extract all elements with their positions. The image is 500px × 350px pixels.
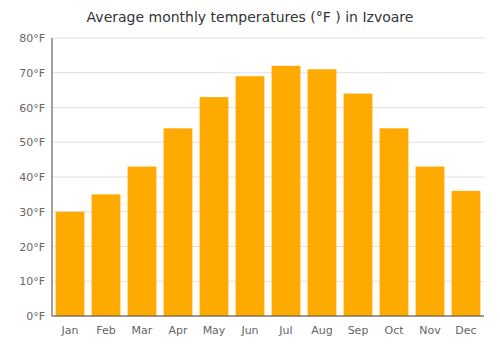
bar <box>92 194 121 316</box>
y-tick-label: 50°F <box>19 136 45 149</box>
x-tick-label: Sep <box>348 324 369 337</box>
bar <box>56 212 85 316</box>
x-tick-label: Feb <box>96 324 115 337</box>
x-tick-label: Jun <box>240 324 258 337</box>
chart-title: Average monthly temperatures (°F ) in Iz… <box>87 9 414 25</box>
bar <box>416 167 445 316</box>
grid-line <box>52 72 484 73</box>
x-tick-label: Aug <box>311 324 332 337</box>
y-tick-label: 0°F <box>26 310 45 323</box>
bar <box>452 191 481 316</box>
x-tick-label: Mar <box>132 324 153 337</box>
bar <box>344 94 373 316</box>
chart-svg: Average monthly temperatures (°F ) in Iz… <box>0 0 500 350</box>
x-tick-label: Oct <box>384 324 404 337</box>
bar <box>128 167 157 316</box>
x-tick-label: Jul <box>278 324 292 337</box>
x-tick-label: Nov <box>419 324 441 337</box>
y-axis: 0°F 10°F 20°F 30°F 40°F 50°F 60°F 70°F 80°F <box>19 32 45 323</box>
y-tick-label: 20°F <box>19 241 45 254</box>
bar <box>200 97 229 316</box>
x-axis-line <box>52 316 484 317</box>
x-tick-label: Apr <box>168 324 188 337</box>
bars <box>56 66 481 316</box>
bar <box>272 66 301 316</box>
x-tick-label: Dec <box>455 324 476 337</box>
x-axis: Jan Feb Mar Apr May Jun Jul Aug Sep Oct Nov Dec <box>61 324 477 337</box>
bar <box>380 128 409 316</box>
grid-line <box>52 107 484 108</box>
y-tick-label: 70°F <box>19 67 45 80</box>
grid <box>52 38 484 316</box>
bar <box>308 69 337 316</box>
grid-line <box>52 316 484 317</box>
x-tick-label: Jan <box>61 324 79 337</box>
y-tick-label: 30°F <box>19 206 45 219</box>
y-axis-line <box>52 38 53 316</box>
bar <box>164 128 193 316</box>
grid-line <box>52 142 484 143</box>
grid-line <box>52 38 484 39</box>
y-tick-label: 80°F <box>19 32 45 45</box>
y-tick-label: 40°F <box>19 171 45 184</box>
y-tick-label: 10°F <box>19 275 45 288</box>
y-tick-label: 60°F <box>19 102 45 115</box>
chart-container: Average monthly temperatures (°F ) in Iz… <box>0 0 500 350</box>
x-tick-label: May <box>203 324 226 337</box>
bar <box>236 76 265 316</box>
